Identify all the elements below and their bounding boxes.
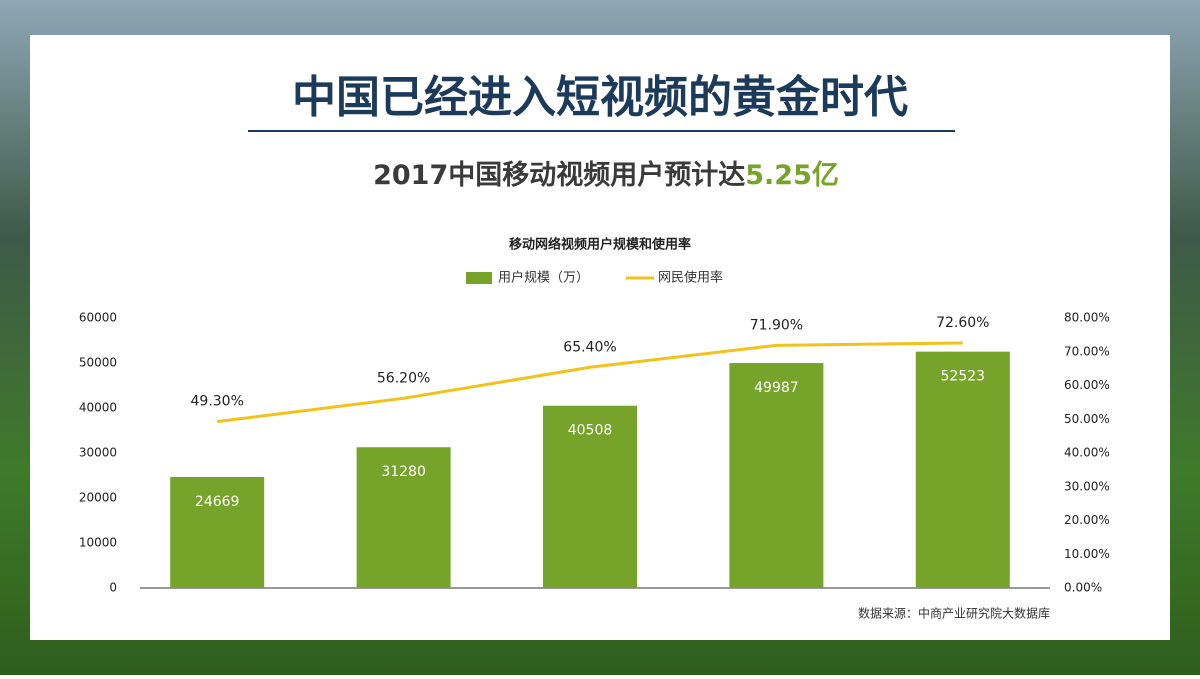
source-note: 数据来源：中商产业研究院大数据库 [858,606,1050,621]
bar [915,351,1010,588]
y-tick-label: 60000 [79,311,117,325]
y-tick-label: 30000 [79,446,117,460]
legend-label: 用户规模（万） [498,270,589,286]
y-tick-label: 50000 [79,356,117,370]
data-label: 24669 [195,494,240,510]
subtitle-highlight: 5.25亿 [745,160,839,191]
y-tick-label: 0 [109,581,117,595]
y-tick-label: 40000 [79,401,117,415]
y2-tick-label: 70.00% [1064,344,1110,358]
data-label: 31280 [381,464,426,480]
data-label: 71.90% [750,317,803,333]
y2-tick-label: 50.00% [1064,412,1110,426]
y2-tick-label: 10.00% [1064,547,1110,561]
y2-tick-label: 0.00% [1064,581,1102,595]
data-label: 72.60% [936,315,989,331]
data-label: 65.40% [563,339,616,355]
y2-tick-label: 80.00% [1064,311,1110,325]
data-label: 49.30% [191,394,244,410]
bar [543,405,637,588]
y-tick-label: 10000 [79,536,117,550]
subtitle: 2017中国移动视频用户预计达5.25亿 [373,159,839,191]
y2-tick-label: 20.00% [1064,513,1110,527]
bar [729,363,824,588]
data-label: 52523 [941,369,986,385]
legend-label: 网民使用率 [658,270,723,286]
y2-tick-label: 40.00% [1064,446,1110,460]
data-label: 56.20% [377,370,430,386]
data-label: 40508 [568,423,613,439]
y2-tick-label: 30.00% [1064,479,1110,493]
y-tick-label: 20000 [79,491,117,505]
legend-swatch [466,272,492,284]
data-label: 49987 [754,380,799,396]
line [217,341,963,424]
chart-title: 移动网络视频用户规模和使用率 [509,237,691,253]
bar [356,447,451,588]
subtitle-text: 2017中国移动视频用户预计达 [373,159,745,191]
slide-title: 中国已经进入短视频的黄金时代 [292,72,908,123]
y2-tick-label: 60.00% [1064,378,1110,392]
bar [170,476,265,588]
